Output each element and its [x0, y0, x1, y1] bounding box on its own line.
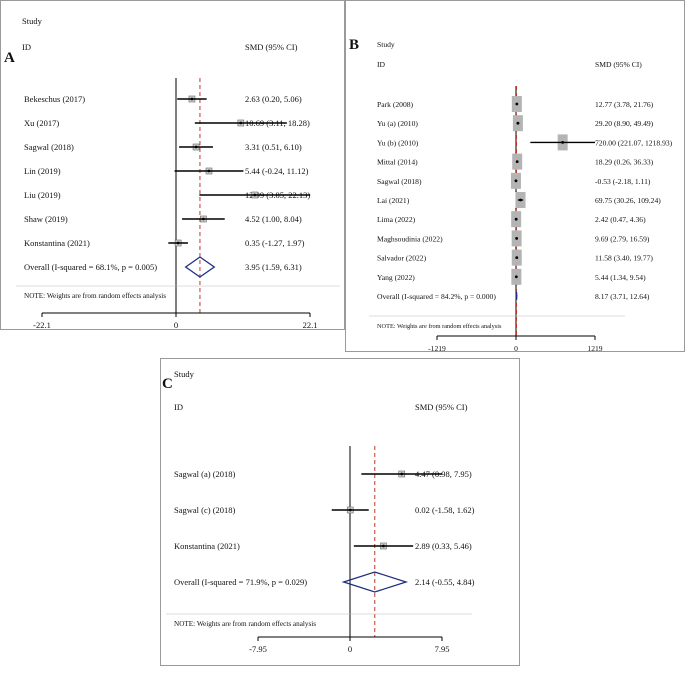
weights-note: NOTE: Weights are from random effects an…: [24, 292, 166, 300]
study-point: [515, 160, 519, 164]
header-smd: SMD (95% CI): [415, 402, 468, 412]
panel-letter: A: [4, 50, 15, 66]
header-smd: SMD (95% CI): [245, 42, 298, 52]
study-smd-ci: 18.29 (0.26, 36.33): [595, 158, 654, 167]
overall-smd-ci: 3.95 (1.59, 6.31): [245, 262, 302, 272]
study-label: Lai (2021): [377, 196, 410, 205]
study-label: Sagwal (c) (2018): [174, 505, 236, 515]
study-smd-ci: 4.52 (1.00, 8.04): [245, 214, 302, 224]
study-point: [348, 508, 352, 512]
overall-diamond: [184, 256, 216, 278]
x-tick-label: 0: [174, 320, 178, 330]
study-smd-ci: 12.77 (3.78, 21.76): [595, 100, 654, 109]
overall-label: Overall (I-squared = 68.1%, p = 0.005): [24, 262, 157, 272]
study-point: [515, 237, 519, 240]
study-smd-ci: 0.02 (-1.58, 1.62): [415, 505, 475, 515]
overall-smd-ci: 8.17 (3.71, 12.64): [595, 292, 650, 301]
header-id: ID: [22, 42, 31, 52]
study-point: [514, 179, 518, 183]
overall-label: Overall (I-squared = 71.9%, p = 0.029): [174, 577, 307, 587]
study-point: [516, 121, 520, 125]
weights-note: NOTE: Weights are from random effects an…: [377, 323, 502, 330]
panel-frame: [160, 358, 520, 666]
study-point: [515, 102, 519, 106]
study-point: [190, 97, 194, 101]
overall-diamond: [341, 571, 409, 593]
study-smd-ci: 0.35 (-1.27, 1.97): [245, 238, 305, 248]
study-label: Sagwal (a) (2018): [174, 469, 236, 479]
study-point: [514, 275, 518, 279]
study-label: Shaw (2019): [24, 214, 68, 224]
study-label: Konstantina (2021): [24, 238, 90, 248]
study-point: [239, 121, 243, 125]
study-label: Sagwal (2018): [377, 177, 422, 186]
header-study: Study: [377, 40, 395, 49]
x-tick-label: 7.95: [435, 644, 450, 654]
study-label: Konstantina (2021): [174, 541, 240, 551]
study-point: [194, 145, 198, 149]
forest-plot-panel-a: A Study ID SMD (95% CI) -22.1 0 22.1 Bekeschus …: [0, 0, 345, 330]
study-label: Yu (b) (2010): [377, 138, 419, 147]
study-smd-ci: 5.44 (1.34, 9.54): [595, 273, 646, 282]
study-smd-ci: 2.63 (0.20, 5.06): [245, 94, 302, 104]
study-smd-ci: 2.42 (0.47, 4.36): [595, 215, 646, 224]
study-point: [382, 544, 385, 548]
header-smd: SMD (95% CI): [595, 60, 642, 69]
study-point: [202, 217, 205, 221]
study-label: Mittal (2014): [377, 158, 418, 167]
study-label: Yang (2022): [377, 273, 415, 282]
x-tick-label: 0: [348, 644, 352, 654]
study-smd-ci: 69.75 (30.26, 109.24): [595, 196, 661, 205]
study-smd-ci: 11.58 (3.40, 19.77): [595, 254, 653, 263]
x-tick-label: 22.1: [303, 320, 318, 330]
study-label: Liu (2019): [24, 190, 61, 200]
forest-plot-b-svg: B Study ID SMD (95% CI) -1219 0 1219 Park (2008…: [345, 0, 685, 353]
weights-note: NOTE: Weights are from random effects an…: [174, 620, 316, 628]
forest-plot-a-svg: A Study ID SMD (95% CI) -22.1 0 22.1 Bekeschus …: [0, 0, 345, 330]
x-tick-label: -1219: [428, 344, 446, 352]
study-smd-ci: 2.89 (0.33, 5.46): [415, 541, 472, 551]
study-label: Xu (2017): [24, 118, 59, 128]
overall-smd-ci: 2.14 (-0.55, 4.84): [415, 577, 475, 587]
overall-label: Overall (I-squared = 84.2%, p = 0.000): [377, 292, 496, 301]
study-smd-ci: 720.00 (221.07, 1218.93): [595, 138, 673, 147]
study-point: [176, 241, 180, 245]
study-label: Salvador (2022): [377, 254, 427, 263]
overall-diamond: [515, 291, 518, 301]
panel-frame: [0, 0, 345, 330]
study-label: Lin (2019): [24, 166, 61, 176]
study-point: [515, 256, 519, 259]
study-smd-ci: 5.44 (-0.24, 11.12): [245, 166, 309, 176]
study-point: [519, 198, 522, 202]
study-point: [514, 217, 518, 221]
study-smd-ci: 4.47 (0.98, 7.95): [415, 469, 472, 479]
x-tick-label: -7.95: [249, 644, 267, 654]
x-tick-label: 1219: [587, 344, 602, 352]
panel-letter: B: [349, 37, 359, 53]
x-tick-label: 0: [514, 344, 518, 352]
study-smd-ci: 29.20 (8.90, 49.49): [595, 119, 654, 128]
header-id: ID: [174, 402, 183, 412]
panel-letter: C: [162, 376, 173, 392]
header-study: Study: [22, 16, 43, 26]
study-label: Bekeschus (2017): [24, 94, 85, 104]
study-point: [253, 193, 257, 197]
study-point: [400, 472, 404, 476]
study-label: Park (2008): [377, 100, 414, 109]
forest-plot-panel-b: B Study ID SMD (95% CI) -1219 0 1219 Park (2008…: [345, 0, 685, 353]
study-smd-ci: -0.53 (-2.18, 1.11): [595, 177, 651, 186]
study-label: Yu (a) (2010): [377, 119, 418, 128]
forest-plot-panel-c: C Study ID SMD (95% CI) -7.95 0 7.95 Sagwal (a)…: [160, 358, 520, 666]
header-id: ID: [377, 60, 386, 69]
study-label: Sagwal (2018): [24, 142, 74, 152]
header-study: Study: [174, 369, 195, 379]
study-smd-ci: 3.31 (0.51, 6.10): [245, 142, 302, 152]
study-label: Maghsoudinia (2022): [377, 234, 443, 243]
study-label: Lima (2022): [377, 215, 416, 224]
x-tick-label: -22.1: [33, 320, 51, 330]
study-smd-ci: 9.69 (2.79, 16.59): [595, 234, 650, 243]
study-point: [561, 141, 565, 144]
study-point: [207, 169, 211, 173]
